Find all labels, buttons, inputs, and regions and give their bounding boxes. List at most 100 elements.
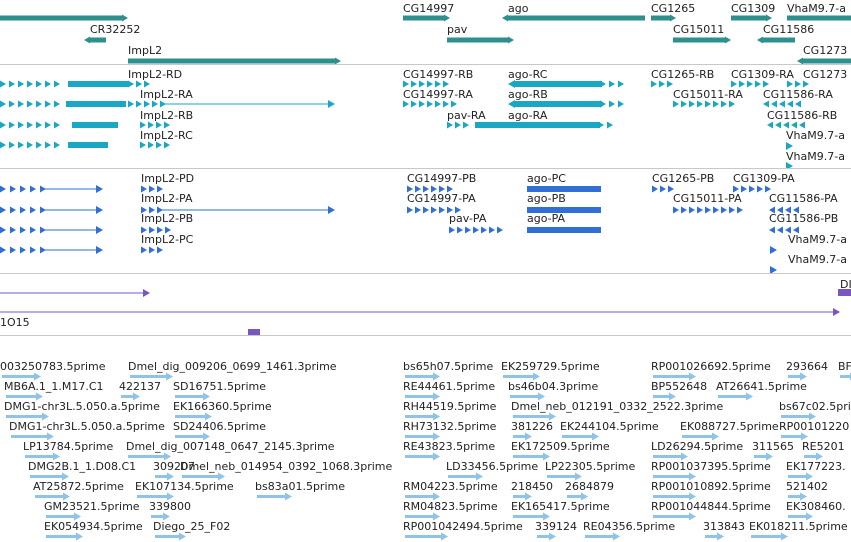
feature-arrow[interactable] (786, 162, 793, 168)
exon-chevrons[interactable] (0, 121, 60, 129)
est-feature[interactable] (2, 375, 34, 378)
exon-chevrons[interactable] (673, 100, 735, 108)
bac-block[interactable] (248, 329, 260, 336)
est-feature[interactable] (11, 435, 47, 438)
est-arrow[interactable] (809, 412, 816, 421)
est-arrow[interactable] (717, 532, 724, 541)
exon-block[interactable] (514, 81, 602, 87)
feature-bar[interactable] (0, 15, 122, 21)
exon-block[interactable] (68, 142, 108, 148)
est-feature[interactable] (405, 455, 433, 458)
exon-chevrons[interactable] (763, 100, 801, 108)
est-feature[interactable] (46, 535, 76, 538)
est-feature[interactable] (788, 495, 800, 498)
est-feature[interactable] (151, 515, 163, 518)
exon-chevrons[interactable] (598, 121, 613, 129)
est-feature[interactable] (25, 455, 53, 458)
est-feature[interactable] (35, 495, 63, 498)
exon-chevrons[interactable] (0, 141, 60, 149)
est-arrow[interactable] (164, 452, 171, 461)
est-arrow[interactable] (525, 432, 532, 441)
est-arrow[interactable] (74, 512, 81, 521)
bac-block[interactable] (838, 289, 851, 296)
est-arrow[interactable] (549, 412, 556, 421)
exon-chevrons[interactable] (447, 121, 469, 129)
gene-feature[interactable] (502, 14, 645, 22)
est-arrow[interactable] (581, 492, 588, 501)
est-arrow[interactable] (549, 532, 556, 541)
est-feature[interactable] (653, 395, 669, 398)
est-feature[interactable] (788, 375, 800, 378)
est-arrow[interactable] (613, 532, 620, 541)
est-arrow[interactable] (36, 392, 43, 401)
est-feature[interactable] (137, 495, 167, 498)
exon-chevrons[interactable] (769, 226, 799, 234)
est-feature[interactable] (405, 495, 433, 498)
exon-arrow[interactable] (96, 185, 103, 193)
est-feature[interactable] (585, 535, 613, 538)
exon-chevrons[interactable] (403, 80, 449, 88)
gene-feature[interactable] (757, 36, 795, 44)
est-feature[interactable] (547, 475, 575, 478)
exon-chevrons[interactable] (449, 226, 503, 234)
est-arrow[interactable] (433, 412, 440, 421)
est-arrow[interactable] (689, 512, 696, 521)
feature-bar[interactable] (90, 37, 106, 43)
exon-chevrons[interactable] (0, 185, 46, 193)
est-feature[interactable] (653, 515, 689, 518)
est-feature[interactable] (175, 395, 203, 398)
est-arrow[interactable] (433, 432, 440, 441)
est-feature[interactable] (653, 475, 689, 478)
est-feature[interactable] (718, 395, 746, 398)
gene-feature[interactable] (651, 14, 676, 22)
est-arrow[interactable] (433, 392, 440, 401)
feature-bar[interactable] (787, 15, 851, 21)
est-feature[interactable] (155, 535, 179, 538)
exon-block[interactable] (66, 101, 126, 107)
est-feature[interactable] (537, 535, 549, 538)
est-arrow[interactable] (816, 452, 823, 461)
est-arrow[interactable] (42, 412, 49, 421)
exon-chevrons[interactable] (141, 246, 163, 254)
est-feature[interactable] (804, 455, 816, 458)
est-feature[interactable] (788, 475, 806, 478)
est-feature[interactable] (513, 495, 525, 498)
feature-arrow[interactable] (508, 80, 515, 88)
gene-feature[interactable] (673, 36, 731, 44)
est-feature[interactable] (781, 415, 809, 418)
bac-end-arrow[interactable] (833, 308, 840, 316)
feature-bar[interactable] (403, 15, 444, 21)
est-arrow[interactable] (203, 432, 210, 441)
feature-bar[interactable] (673, 37, 725, 43)
est-feature[interactable] (405, 435, 433, 438)
est-arrow[interactable] (76, 532, 83, 541)
exon-chevrons[interactable] (128, 100, 166, 108)
exon-chevrons[interactable] (769, 206, 799, 214)
est-arrow[interactable] (167, 472, 174, 481)
exon-block[interactable] (527, 186, 601, 192)
est-arrow[interactable] (433, 372, 440, 381)
exon-block[interactable] (527, 207, 601, 213)
exon-block[interactable] (527, 227, 601, 233)
est-feature[interactable] (182, 475, 218, 478)
exon-chevrons[interactable] (141, 185, 163, 193)
feature-bar[interactable] (651, 15, 670, 21)
est-arrow[interactable] (285, 492, 292, 501)
est-feature[interactable] (513, 515, 543, 518)
est-arrow[interactable] (205, 412, 212, 421)
est-feature[interactable] (405, 415, 433, 418)
est-arrow[interactable] (476, 472, 483, 481)
exon-chevrons[interactable] (652, 185, 674, 193)
exon-arrow[interactable] (96, 206, 103, 214)
est-arrow[interactable] (433, 452, 440, 461)
exon-chevrons[interactable] (731, 80, 769, 88)
est-feature[interactable] (513, 455, 543, 458)
exon-chevrons[interactable] (787, 80, 809, 88)
est-arrow[interactable] (781, 532, 788, 541)
est-feature[interactable] (405, 515, 433, 518)
est-feature[interactable] (653, 375, 689, 378)
est-feature[interactable] (840, 375, 850, 378)
est-feature[interactable] (405, 395, 433, 398)
est-feature[interactable] (567, 495, 581, 498)
gene-feature[interactable] (84, 36, 106, 44)
